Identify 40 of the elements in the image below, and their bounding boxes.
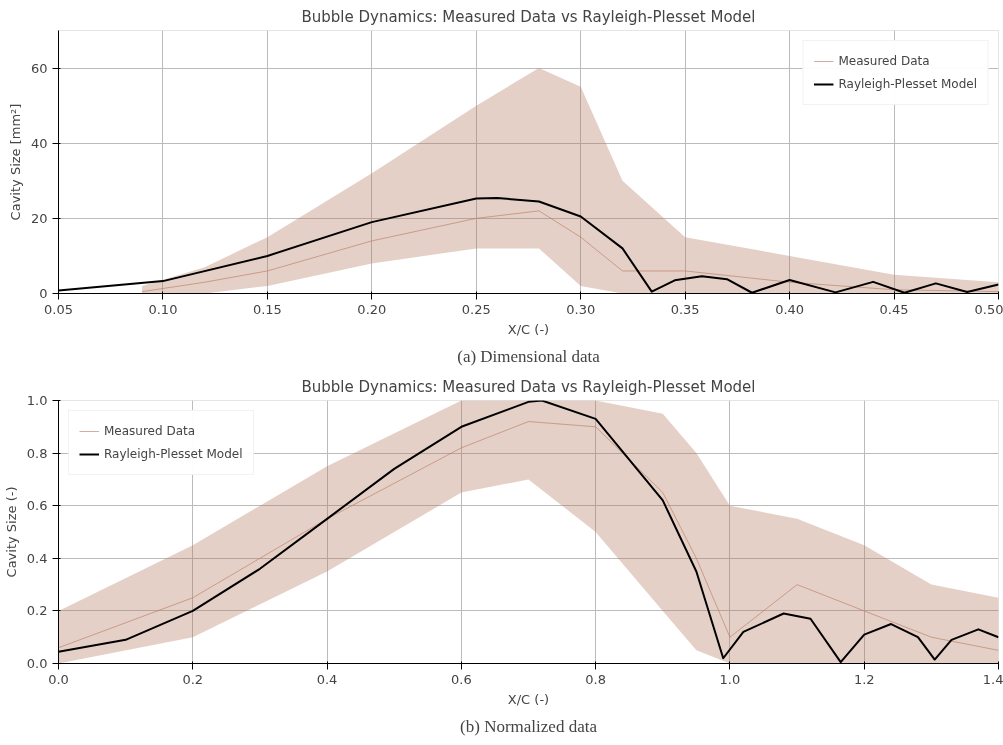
x-tick-label: 0.45 bbox=[879, 301, 909, 317]
y-tick-label: 0.0 bbox=[26, 656, 48, 671]
x-tick-label: 0.25 bbox=[461, 301, 491, 317]
legend-label: Measured Data bbox=[838, 54, 930, 68]
x-tick-label: 0.40 bbox=[775, 301, 805, 317]
x-tick-label: 0.8 bbox=[585, 671, 606, 687]
x-tick-label: 0.35 bbox=[670, 301, 700, 317]
x-tick-label: 1.2 bbox=[853, 671, 875, 687]
y-tick-label: 0.2 bbox=[26, 603, 48, 619]
legend-label: Rayleigh-Plesset Model bbox=[104, 447, 243, 461]
chart-title: Bubble Dynamics: Measured Data vs Rayleigh-Plesset Model bbox=[301, 7, 756, 26]
y-tick-label: 0.4 bbox=[26, 550, 48, 566]
x-tick-label: 0.10 bbox=[148, 301, 178, 317]
y-tick-label: 0.8 bbox=[26, 445, 48, 461]
chart-title: Bubble Dynamics: Measured Data vs Rayleigh-Plesset Model bbox=[301, 377, 756, 396]
x-tick-label: 1.4 bbox=[982, 671, 1003, 687]
legend-label: Measured Data bbox=[104, 424, 196, 438]
x-tick-label: 0.05 bbox=[44, 301, 73, 317]
text: (a) Dimensional data bbox=[457, 346, 601, 366]
x-tick-label: 0.0 bbox=[48, 671, 69, 687]
y-tick-label: 0 bbox=[39, 286, 48, 301]
x-tick-label: 0.2 bbox=[182, 671, 204, 687]
y-tick-label: 60 bbox=[30, 60, 48, 76]
y-axis-title: Cavity Size (-) bbox=[3, 486, 19, 578]
x-axis-title: X/C (-) bbox=[507, 691, 550, 707]
x-tick-label: 0.6 bbox=[451, 671, 472, 687]
x-tick-label: 1.0 bbox=[719, 671, 741, 687]
y-axis-title: Cavity Size [mm²] bbox=[7, 103, 23, 221]
text: (b) Normalized data bbox=[460, 716, 598, 736]
x-axis-title: X/C (-) bbox=[507, 321, 550, 337]
x-tick-label: 0.15 bbox=[252, 301, 282, 317]
legend-label: Rayleigh-Plesset Model bbox=[838, 77, 977, 91]
x-tick-label: 0.4 bbox=[316, 671, 338, 687]
x-tick-label: 0.20 bbox=[357, 301, 387, 317]
y-tick-label: 40 bbox=[30, 135, 48, 151]
x-tick-label: 0.50 bbox=[974, 301, 1003, 317]
y-tick-label: 20 bbox=[30, 210, 48, 226]
x-tick-label: 0.30 bbox=[566, 301, 596, 317]
y-tick-label: 0.6 bbox=[26, 498, 48, 514]
y-tick-label: 1.0 bbox=[26, 393, 48, 408]
